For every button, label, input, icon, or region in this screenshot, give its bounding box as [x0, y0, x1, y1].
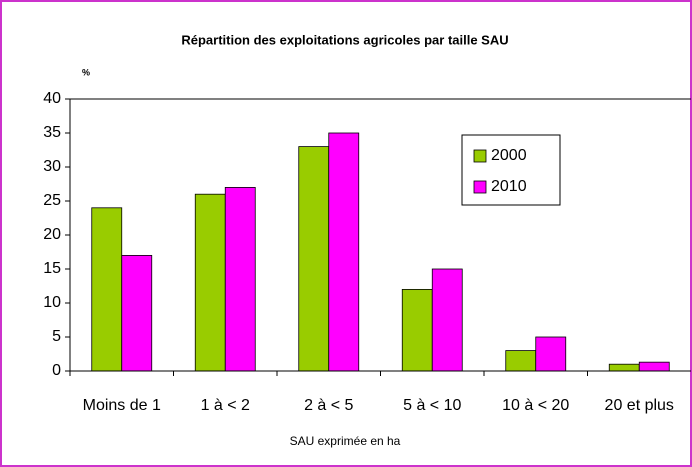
bar [91, 207, 123, 372]
y-tick-label: 10 [43, 294, 61, 311]
chart-title: Répartition des exploitations agricoles … [181, 32, 508, 47]
x-tick-label: Moins de 1 [83, 397, 161, 414]
x-tick-label: 1 à < 2 [201, 397, 250, 414]
x-tick-label: 10 à < 20 [502, 397, 569, 414]
y-tick-label: 40 [43, 90, 61, 107]
x-tick-label: 20 et plus [605, 397, 674, 414]
bar [328, 132, 360, 372]
legend-label: 2010 [491, 178, 527, 195]
bar [401, 288, 433, 372]
bar [194, 193, 226, 372]
y-tick-label: 15 [43, 260, 61, 277]
x-tick-label: 5 à < 10 [403, 397, 461, 414]
y-tick-label: 25 [43, 192, 61, 209]
legend-swatch [473, 149, 487, 163]
y-tick-label: 5 [52, 328, 61, 345]
bar [431, 268, 463, 372]
legend-swatch [473, 180, 487, 194]
bar [638, 361, 670, 372]
x-axis-label: SAU exprimée en ha [290, 434, 401, 448]
x-tick-label: 2 à < 5 [304, 397, 353, 414]
y-tick-label: 30 [43, 158, 61, 175]
bar [608, 363, 640, 372]
bar [535, 336, 567, 372]
bar [121, 254, 153, 372]
legend-label: 2000 [491, 147, 527, 164]
bar [224, 186, 256, 372]
y-tick-label: 35 [43, 124, 61, 141]
y-tick-label: 20 [43, 226, 61, 243]
bar [505, 350, 537, 372]
y-tick-label: 0 [52, 362, 61, 379]
y-axis-label: % [82, 67, 90, 77]
bar [298, 146, 330, 372]
